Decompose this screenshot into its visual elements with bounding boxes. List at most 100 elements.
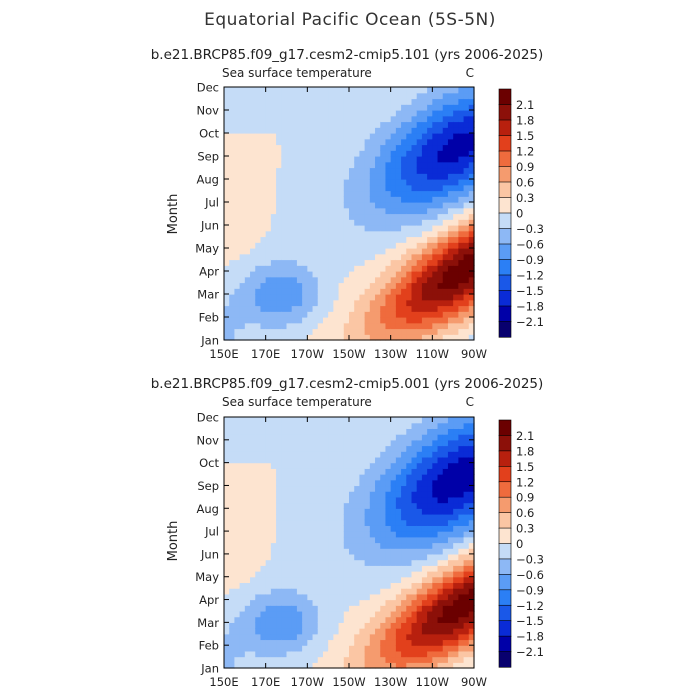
heatmap-cell — [442, 588, 449, 595]
heatmap-cell — [442, 104, 449, 111]
heatmap-cell — [244, 127, 251, 134]
heatmap-cell — [427, 474, 433, 481]
heatmap-cell — [427, 451, 433, 458]
heatmap-cell — [291, 173, 298, 180]
heatmap-cell — [338, 451, 345, 458]
heatmap-cell — [338, 508, 345, 515]
heatmap-cell — [296, 207, 303, 215]
heatmap-cell — [369, 474, 376, 481]
heatmap-cell — [395, 202, 402, 209]
heatmap-cell — [354, 265, 361, 272]
heatmap-cell — [322, 531, 329, 538]
heatmap-cell — [411, 305, 418, 312]
heatmap-cell — [244, 294, 251, 301]
heatmap-cell — [302, 599, 308, 606]
heatmap-cell — [239, 548, 246, 555]
heatmap-cell — [369, 525, 376, 532]
heatmap-cell — [265, 439, 272, 447]
heatmap-cell — [317, 236, 324, 243]
colorbar-box — [498, 88, 512, 106]
heatmap-cell — [416, 167, 423, 174]
heatmap-cell — [286, 311, 293, 318]
heatmap-cell — [411, 439, 418, 447]
heatmap-cell — [380, 265, 387, 272]
heatmap-cell — [281, 156, 288, 163]
heatmap-cell — [239, 328, 246, 335]
heatmap-cell — [349, 439, 355, 447]
heatmap-cell — [416, 445, 423, 452]
heatmap-cell — [359, 98, 366, 105]
heatmap-cell — [276, 559, 282, 566]
heatmap-cell — [302, 542, 308, 549]
heatmap-cell — [437, 439, 444, 447]
heatmap-cell — [359, 259, 366, 266]
heatmap-cell — [442, 582, 449, 589]
heatmap-cell — [380, 513, 387, 521]
heatmap-cell — [380, 173, 387, 180]
heatmap-cell — [432, 439, 439, 447]
heatmap-cell — [380, 161, 387, 169]
heatmap-cell — [291, 156, 298, 163]
heatmap-cell — [286, 434, 293, 441]
heatmap-cell — [359, 196, 366, 203]
heatmap-cell — [364, 202, 371, 209]
heatmap-cell — [380, 144, 387, 151]
heatmap-cell — [328, 645, 334, 652]
heatmap-cell — [234, 184, 241, 192]
heatmap-cell — [276, 622, 282, 629]
heatmap-cell — [468, 462, 475, 469]
heatmap-cell — [427, 422, 433, 429]
heatmap-cell — [224, 127, 230, 134]
heatmap-cell — [359, 519, 366, 526]
heatmap-cell — [401, 485, 407, 492]
heatmap-cell — [395, 127, 402, 134]
heatmap-cell — [229, 502, 236, 509]
heatmap-cell — [312, 161, 319, 169]
heatmap-cell — [380, 571, 387, 578]
heatmap-cell — [364, 219, 371, 226]
heatmap-cell — [343, 445, 350, 452]
heatmap-cell — [442, 202, 449, 209]
heatmap-cell — [312, 445, 319, 452]
heatmap-cell — [296, 276, 303, 284]
heatmap-cell — [395, 525, 402, 532]
heatmap-cell — [229, 322, 236, 330]
heatmap-cell — [343, 328, 350, 335]
heatmap-cell — [234, 616, 241, 623]
heatmap-cell — [432, 656, 439, 663]
heatmap-cell — [229, 87, 236, 94]
heatmap-cell — [281, 576, 288, 584]
heatmap-cell — [390, 622, 397, 629]
heatmap-cell — [255, 184, 262, 192]
heatmap-cell — [437, 213, 444, 220]
heatmap-cell — [224, 317, 230, 324]
heatmap-cell — [427, 242, 433, 249]
heatmap-cell — [390, 548, 397, 555]
heatmap-cell — [317, 265, 324, 272]
heatmap-cell — [463, 225, 470, 232]
heatmap-cell — [250, 559, 256, 566]
heatmap-cell — [375, 571, 381, 578]
heatmap-cell — [468, 633, 475, 641]
heatmap-cell — [338, 156, 345, 163]
heatmap-cell — [255, 639, 262, 646]
heatmap-cell — [447, 639, 454, 646]
heatmap-cell — [369, 491, 376, 498]
heatmap-cell — [244, 248, 251, 255]
heatmap-cell — [234, 242, 241, 249]
heatmap-cell — [406, 479, 413, 487]
heatmap-cell — [322, 230, 329, 238]
heatmap-cell — [401, 548, 407, 555]
heatmap-cell — [468, 439, 475, 447]
heatmap-cell — [328, 559, 334, 566]
heatmap-cell — [432, 616, 439, 623]
heatmap-cell — [286, 161, 293, 169]
heatmap-cell — [427, 616, 433, 623]
heatmap-cell — [437, 98, 444, 105]
heatmap-cell — [395, 276, 402, 284]
heatmap-cell — [432, 299, 439, 307]
heatmap-cell — [468, 259, 475, 266]
heatmap-cell — [255, 536, 262, 544]
heatmap-cell — [265, 445, 272, 452]
heatmap-cell — [421, 451, 428, 458]
